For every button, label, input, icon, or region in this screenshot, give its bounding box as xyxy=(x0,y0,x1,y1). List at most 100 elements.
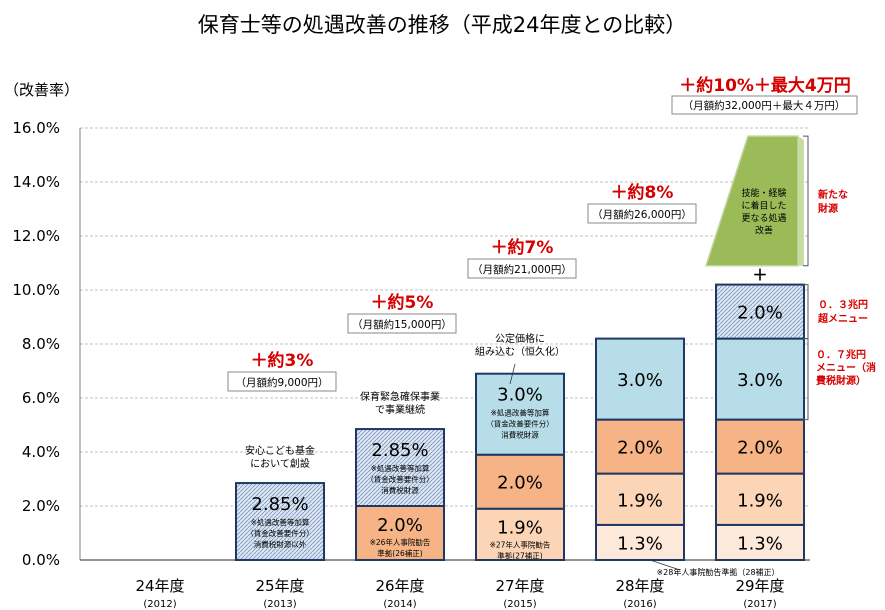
side-label: 新たな xyxy=(818,188,848,201)
segment-note: 消費税財源 xyxy=(501,430,539,440)
total-subtext: （月額約32,000円＋最大４万円） xyxy=(683,99,846,112)
total-box xyxy=(671,95,858,115)
y-axis-label: （改善率） xyxy=(4,81,79,99)
y-tick-label: 0.0% xyxy=(22,551,60,569)
x-tick-label: 29年度 xyxy=(735,577,784,595)
y-tick-label: 14.0% xyxy=(12,173,60,191)
bar-segment xyxy=(595,523,685,562)
segment-note: 消費税財源 xyxy=(381,485,419,495)
total-subtext: （月額約26,000円） xyxy=(592,208,692,221)
extra-bar-label: 改善 xyxy=(755,225,773,237)
x-tick-label: 24年度 xyxy=(135,577,184,595)
total-box xyxy=(467,258,577,279)
x-tick-label: 28年度 xyxy=(615,577,664,595)
bar-segment xyxy=(595,472,685,526)
extra-bar-side xyxy=(798,136,804,266)
data-label: 2.0% xyxy=(737,303,783,324)
segment-note: 消費税財源以外 xyxy=(254,539,307,549)
segment-note: （賃金改善要件分） xyxy=(486,419,554,429)
x-tick-sublabel: (2017) xyxy=(743,599,776,610)
data-label: 2.85% xyxy=(371,440,428,461)
annotation: で事業継続 xyxy=(375,403,425,416)
annotation-pointer xyxy=(649,559,681,571)
segment-note: ※27年人事院勧告 xyxy=(490,540,551,550)
annotation-pointer xyxy=(509,363,516,385)
data-label: 2.0% xyxy=(737,438,783,459)
y-tick-label: 6.0% xyxy=(22,389,60,407)
y-tick-label: 16.0% xyxy=(12,119,60,137)
data-label: 1.3% xyxy=(617,533,663,554)
total-box xyxy=(347,313,457,334)
data-label: 1.9% xyxy=(497,518,543,539)
y-tick-label: 2.0% xyxy=(22,497,60,515)
y-tick-label: 12.0% xyxy=(12,227,60,245)
data-label: 2.0% xyxy=(377,515,423,536)
bar-segment xyxy=(235,482,325,561)
total-subtext: （月額約21,000円） xyxy=(472,263,572,276)
data-label: 2.85% xyxy=(251,494,308,515)
data-label: 1.9% xyxy=(617,490,663,511)
annotation: ※28年人事院勧告準拠（28補正） xyxy=(656,567,779,577)
y-tick-label: 8.0% xyxy=(22,335,60,353)
bracket-new-funding xyxy=(803,135,809,267)
data-label: 1.3% xyxy=(737,533,783,554)
x-tick-sublabel: (2012) xyxy=(143,599,176,610)
data-label: 3.0% xyxy=(737,370,783,391)
segment-note: ※処遇改善等加算 xyxy=(371,463,430,473)
annotation: において創設 xyxy=(250,457,310,470)
side-label: 財源 xyxy=(817,202,838,215)
x-tick-sublabel: (2016) xyxy=(623,599,656,610)
total-headline: ＋約7% xyxy=(491,237,554,258)
bar-segment xyxy=(475,507,565,562)
bar-segment xyxy=(355,428,445,507)
total-headline: ＋約8% xyxy=(611,182,674,203)
x-tick-sublabel: (2013) xyxy=(263,599,296,610)
bar-segment xyxy=(715,472,805,526)
side-label: メニュー（消 xyxy=(816,361,876,374)
data-label: 3.0% xyxy=(617,370,663,391)
chart-title: 保育士等の処遇改善の推移（平成24年度との比較） xyxy=(198,13,687,37)
plus-sign: ＋ xyxy=(752,266,767,284)
total-headline: ＋約3% xyxy=(251,350,314,371)
total-headline: ＋約5% xyxy=(371,292,434,313)
y-tick-label: 10.0% xyxy=(12,281,60,299)
data-label: 2.0% xyxy=(497,473,543,494)
side-label: 費税財源） xyxy=(816,374,866,387)
x-tick-sublabel: (2015) xyxy=(503,599,536,610)
data-label: 2.0% xyxy=(617,438,663,459)
total-box xyxy=(227,371,337,392)
bracket-07 xyxy=(803,338,809,421)
total-headline: ＋約10%＋最大4万円 xyxy=(679,75,851,96)
side-label: ０．７兆円 xyxy=(816,348,866,361)
side-label: 超メニュー xyxy=(817,312,868,325)
bar-segment xyxy=(475,372,565,456)
y-tick-label: 4.0% xyxy=(22,443,60,461)
x-tick-label: 26年度 xyxy=(375,577,424,595)
bar-segment xyxy=(715,283,805,340)
extra-bar-label: 更なる処遇 xyxy=(741,212,786,224)
segment-note: ※26年人事院勧告 xyxy=(370,537,431,547)
segment-note: ※処遇改善等加算 xyxy=(491,408,550,418)
side-label: ０．３兆円 xyxy=(818,298,868,311)
x-tick-label: 27年度 xyxy=(495,577,544,595)
x-tick-sublabel: (2014) xyxy=(383,599,416,610)
segment-note: （賃金改善要件分） xyxy=(246,528,314,538)
data-label: 1.9% xyxy=(737,490,783,511)
segment-note: （賃金改善要件分） xyxy=(366,474,434,484)
bar-segment xyxy=(715,337,805,421)
extra-bar-label: に着目した xyxy=(741,200,786,212)
annotation: 安心こども基金 xyxy=(245,444,315,457)
total-subtext: （月額約15,000円） xyxy=(352,318,452,331)
total-box xyxy=(587,203,697,224)
data-label: 3.0% xyxy=(497,385,543,406)
extra-bar-label: 技能・経験 xyxy=(741,187,786,199)
x-tick-label: 25年度 xyxy=(255,577,304,595)
annotation: 組み込む（恒久化） xyxy=(475,345,565,358)
segment-note: ※処遇改善等加算 xyxy=(251,517,310,527)
annotation: 公定価格に xyxy=(495,332,545,345)
annotation: 保育緊急確保事業 xyxy=(360,390,440,403)
segment-note: 準拠(26補正) xyxy=(377,548,422,558)
total-subtext: （月額約9,000円） xyxy=(235,376,328,389)
segment-note: 準拠(27補正) xyxy=(497,551,542,561)
